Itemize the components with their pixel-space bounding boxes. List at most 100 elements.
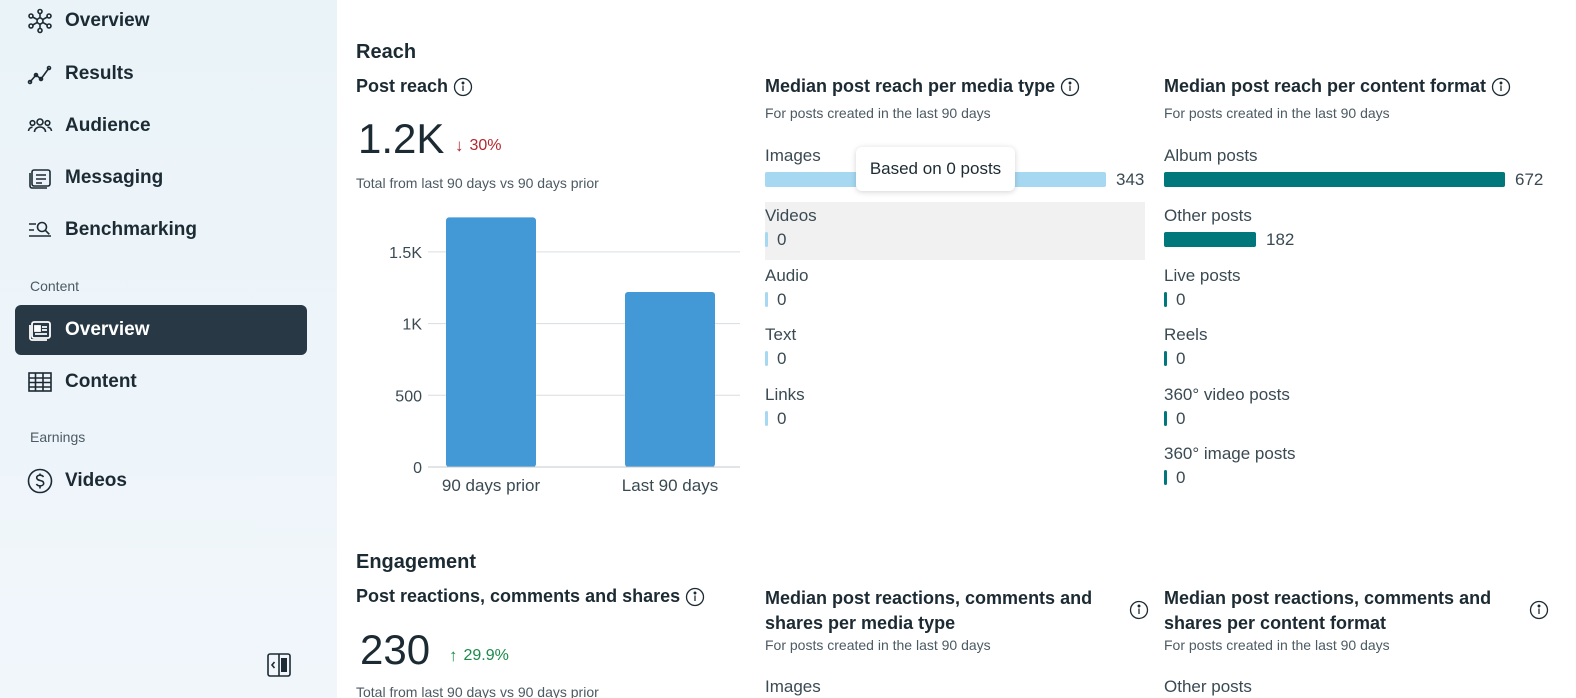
row-value: 0 <box>1176 409 1186 428</box>
row-value: 0 <box>1176 468 1186 487</box>
row-value: 182 <box>1266 230 1295 249</box>
row-label: 360° image posts <box>1164 444 1296 463</box>
row-label: Audio <box>765 266 809 285</box>
post-rcs-caption: Total from last 90 days vs 90 days prior <box>356 684 599 698</box>
media-row-links[interactable]: Links 0 <box>765 381 1145 439</box>
sidebar-item-overview[interactable]: Overview <box>15 0 307 46</box>
tooltip: Based on 0 posts <box>856 147 1015 191</box>
sidebar-item-label: Videos <box>65 470 127 491</box>
row-label: Album posts <box>1164 146 1258 165</box>
sidebar-item-label: Audience <box>65 115 151 136</box>
post-reach-chart: 0 500 1K 1.5K 90 days prior Last 90 days <box>389 217 740 495</box>
sidebar-item-results[interactable]: Results <box>15 49 307 99</box>
row-label: Other posts <box>1164 206 1252 225</box>
sidebar-item-label: Content <box>65 371 137 392</box>
post-reach-delta: ↓ 30% <box>455 136 502 156</box>
media-type-subtitle: For posts created in the last 90 days <box>765 105 991 121</box>
engagement-media-row-images: Images <box>765 677 821 696</box>
row-bar <box>1164 411 1167 426</box>
row-bar <box>1164 351 1167 366</box>
reach-section-title: Reach <box>356 41 417 63</box>
people-icon <box>27 113 53 139</box>
engagement-content-format-title: Median post reactions, comments and shar… <box>1164 586 1491 636</box>
row-label: 360° video posts <box>1164 385 1290 404</box>
sidebar: Overview Results Audience Messaging <box>0 0 337 698</box>
engagement-media-type-title: Median post reactions, comments and shar… <box>765 586 1092 636</box>
row-value: 0 <box>777 409 787 428</box>
post-rcs-title: Post reactions, comments and shares <box>356 586 705 607</box>
row-value: 0 <box>777 230 787 249</box>
post-rcs-value: 230 <box>360 626 431 673</box>
title-line-2: shares per content format <box>1164 613 1387 633</box>
sidebar-item-messaging[interactable]: Messaging <box>15 153 307 203</box>
post-reach-caption: Total from last 90 days vs 90 days prior <box>356 175 599 191</box>
row-label: Images <box>765 146 821 165</box>
sidebar-item-label: Results <box>65 63 134 84</box>
sidebar-item-label: Overview <box>65 10 150 31</box>
engagement-media-type-subtitle: For posts created in the last 90 days <box>765 637 991 653</box>
post-rcs-delta-value: 29.9% <box>463 647 509 664</box>
row-bar <box>765 232 768 247</box>
content-format-title-text: Median post reach per content format <box>1164 76 1487 96</box>
sidebar-item-label: Overview <box>65 319 150 340</box>
y-tick-label: 1.5K <box>389 245 422 262</box>
trend-line-icon <box>27 61 53 87</box>
content-format-title: Median post reach per content format <box>1164 76 1511 97</box>
y-tick-label: 500 <box>395 388 422 405</box>
info-icon[interactable] <box>1491 77 1511 97</box>
content-overview-icon <box>27 317 53 343</box>
format-row-live[interactable]: Live posts 0 <box>1164 262 1564 320</box>
sidebar-item-benchmarking[interactable]: Benchmarking <box>15 205 307 255</box>
post-rcs-delta: ↑ 29.9% <box>449 646 509 666</box>
y-tick-label: 1K <box>402 317 422 334</box>
row-label: Live posts <box>1164 266 1241 285</box>
info-icon[interactable] <box>685 587 705 607</box>
x-tick-label: Last 90 days <box>622 476 718 495</box>
row-value: 0 <box>777 349 787 368</box>
format-row-other[interactable]: Other posts 182 <box>1164 202 1564 260</box>
table-grid-icon <box>27 369 53 395</box>
sidebar-item-content[interactable]: Content <box>15 357 307 407</box>
sidebar-item-label: Benchmarking <box>65 219 197 240</box>
earnings-section-label: Earnings <box>30 429 86 445</box>
row-value: 343 <box>1116 170 1145 189</box>
row-value: 0 <box>777 290 787 309</box>
title-line-1: Median post reactions, comments and <box>1164 588 1492 608</box>
row-bar <box>1164 232 1256 247</box>
format-row-360-image[interactable]: 360° image posts 0 <box>1164 440 1564 498</box>
info-icon[interactable] <box>1060 77 1080 97</box>
media-row-text[interactable]: Text 0 <box>765 321 1145 379</box>
title-line-1: Median post reactions, comments and <box>765 588 1093 608</box>
arrow-down-icon: ↓ <box>455 136 464 155</box>
row-value: 0 <box>1176 349 1186 368</box>
row-value: 672 <box>1515 170 1544 189</box>
post-reach-value: 1.2K <box>358 115 445 162</box>
row-label: Links <box>765 385 805 404</box>
format-row-album[interactable]: Album posts 672 <box>1164 142 1564 200</box>
format-row-reels[interactable]: Reels 0 <box>1164 321 1564 379</box>
format-row-360-video[interactable]: 360° video posts 0 <box>1164 381 1564 439</box>
x-tick-label: 90 days prior <box>442 476 541 495</box>
y-tick-label: 0 <box>413 460 422 477</box>
row-bar <box>765 411 768 426</box>
media-row-videos[interactable]: Videos 0 <box>765 202 1145 260</box>
media-row-audio[interactable]: Audio 0 <box>765 262 1145 320</box>
sidebar-item-content-overview[interactable]: Overview <box>15 305 307 355</box>
row-value: 0 <box>1176 290 1186 309</box>
info-icon[interactable] <box>1129 600 1149 620</box>
benchmark-icon <box>27 217 53 243</box>
collapse-sidebar-icon[interactable] <box>266 652 292 678</box>
arrow-up-icon: ↑ <box>449 646 458 665</box>
info-icon[interactable] <box>1529 600 1549 620</box>
chart-bar[interactable] <box>625 292 715 467</box>
sidebar-item-videos[interactable]: Videos <box>15 456 307 506</box>
engagement-format-row-other: Other posts <box>1164 677 1252 696</box>
row-label: Videos <box>765 206 817 225</box>
sidebar-item-audience[interactable]: Audience <box>15 101 307 151</box>
chart-bar[interactable] <box>446 217 536 467</box>
info-icon[interactable] <box>453 77 473 97</box>
engagement-content-format-subtitle: For posts created in the last 90 days <box>1164 637 1390 653</box>
sidebar-item-label: Messaging <box>65 167 164 188</box>
title-line-2: shares per media type <box>765 613 956 633</box>
dollar-circle-icon <box>27 468 53 494</box>
